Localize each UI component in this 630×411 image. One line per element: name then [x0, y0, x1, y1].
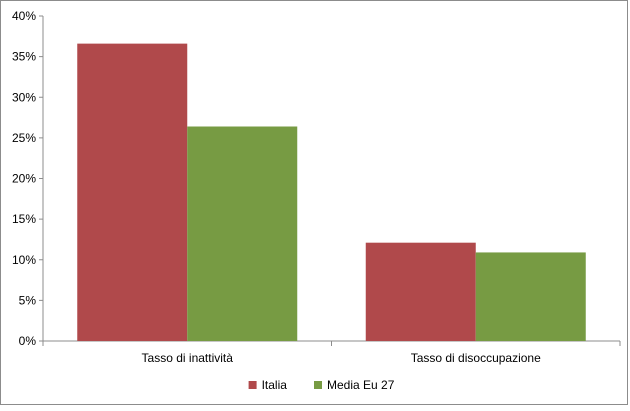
y-tick-label: 0% — [19, 334, 37, 348]
bar-media-eu-27-1[interactable] — [475, 252, 586, 341]
y-tick-label: 35% — [12, 50, 36, 64]
y-tick-label: 10% — [12, 253, 36, 267]
legend-label-italia: Italia — [262, 378, 288, 392]
y-tick-label: 30% — [12, 90, 36, 104]
y-tick-label: 25% — [12, 131, 36, 145]
y-tick-label: 15% — [12, 212, 36, 226]
x-tick-label: Tasso di inattività — [142, 351, 234, 365]
legend[interactable]: Italia Media Eu 27 — [248, 378, 395, 392]
bar-italia-1[interactable] — [365, 242, 476, 341]
tick-labels: 0% 5% 10% 15% 20% 25% 30% 35% 40% Tasso di inatti… — [12, 9, 541, 365]
y-tick-label: 5% — [19, 293, 37, 307]
x-tick-label: Tasso di disoccupazione — [411, 351, 541, 365]
y-tick-label: 20% — [12, 172, 36, 186]
legend-swatch-italia — [248, 381, 257, 389]
bar-italia-0[interactable] — [77, 43, 188, 341]
bar-media-eu-27-0[interactable] — [187, 126, 298, 342]
y-tick-label: 40% — [12, 9, 36, 23]
legend-label-media-eu-27: Media Eu 27 — [327, 378, 395, 392]
bars — [77, 43, 586, 342]
legend-swatch-media-eu-27 — [314, 381, 322, 389]
